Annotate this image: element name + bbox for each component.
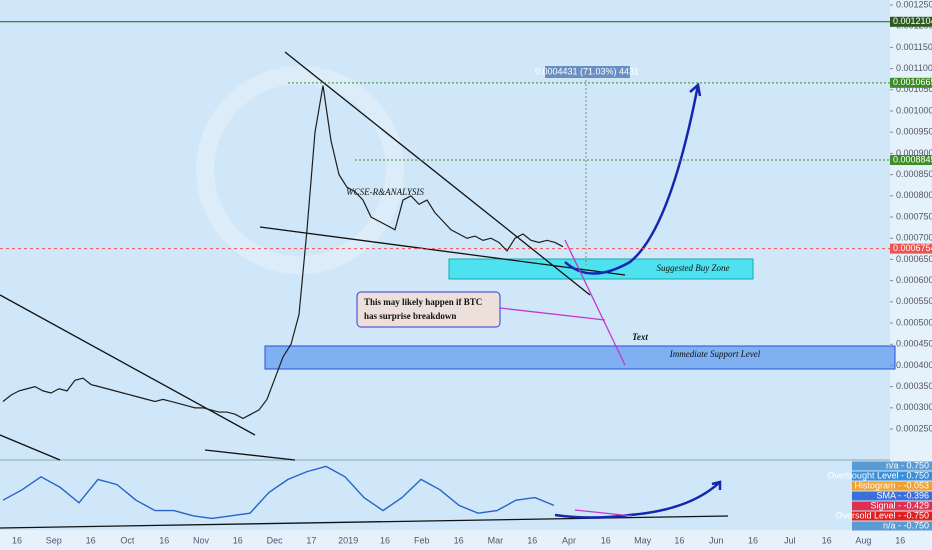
x-tick-label: 16 <box>748 535 758 545</box>
price-label-box <box>890 154 932 165</box>
breakdown-path <box>574 509 633 517</box>
callout-pointer <box>499 307 606 321</box>
x-tick-label: 16 <box>12 535 22 545</box>
price-label: 0.0006754 <box>893 243 932 253</box>
legend-label: Signal - -0.429 <box>870 500 929 510</box>
x-tick-label: 16 <box>527 535 537 545</box>
oscillator-line <box>2 465 555 520</box>
x-tick-label: Dec <box>267 535 284 545</box>
x-tick-label: 2019 <box>338 535 358 545</box>
x-tick-label: Mar <box>488 535 504 545</box>
price-label-box <box>890 243 932 254</box>
x-tick-label: 16 <box>454 535 464 545</box>
callout-box <box>356 291 501 328</box>
legend-label: SMA - -0.396 <box>876 490 929 500</box>
legend-box <box>852 511 932 521</box>
breakdown-path <box>564 239 626 366</box>
price-axis-background <box>890 0 932 550</box>
oscillator-arrow <box>554 481 721 519</box>
buy-zone-label: Suggested Buy Zone <box>657 263 730 273</box>
projection-arrow <box>564 84 700 275</box>
text-annotation: Text <box>632 332 648 342</box>
x-tick-label: Aug <box>855 535 871 545</box>
legend-box <box>852 461 932 471</box>
legend-box <box>852 491 932 501</box>
x-tick-label: Nov <box>193 535 210 545</box>
price-label: 0.0012104 <box>893 16 932 26</box>
x-tick-label: 16 <box>86 535 96 545</box>
legend-box <box>852 501 932 511</box>
legend-label: n/a - -0.750 <box>883 520 929 530</box>
legend-label: n/a - 0.750 <box>886 460 929 470</box>
x-tick-label: 16 <box>674 535 684 545</box>
price-label-box <box>890 77 932 88</box>
watermark-logo <box>196 66 404 274</box>
arrow-head <box>689 82 702 97</box>
x-tick-label: Sep <box>46 535 62 545</box>
support-label: Immediate Support Level <box>669 349 761 359</box>
support-zone <box>264 345 896 370</box>
arrow-head <box>711 480 722 490</box>
measure-box <box>545 66 630 78</box>
price-line <box>2 85 564 420</box>
legend-label: Overbought Level - 0.750 <box>827 470 929 480</box>
x-tick-label: Feb <box>414 535 430 545</box>
legend-label: Histogram - -0.053 <box>854 480 929 490</box>
trendline <box>284 51 591 296</box>
legend-label: Oversold Level - -0.750 <box>835 510 929 520</box>
trendline <box>259 226 626 276</box>
price-label: 0.0010665 <box>893 77 932 87</box>
x-tick-label: Apr <box>562 535 576 545</box>
x-tick-label: Oct <box>120 535 135 545</box>
price-label: 0.0008845 <box>893 154 932 164</box>
x-tick-label: Jul <box>784 535 796 545</box>
x-tick-label: 16 <box>601 535 611 545</box>
x-tick-label: 16 <box>380 535 390 545</box>
x-tick-label: 16 <box>233 535 243 545</box>
trendline <box>204 449 296 461</box>
trendline <box>0 434 61 461</box>
legend-box <box>852 471 932 481</box>
measure-label: 0.0004431 (71.03%) 4431 <box>535 66 639 76</box>
x-tick-label: 17 <box>306 535 316 545</box>
legend-box <box>852 521 932 531</box>
x-tick-label: May <box>634 535 652 545</box>
plot-background <box>0 0 890 530</box>
time-axis-background <box>0 530 890 550</box>
x-tick-label: 16 <box>822 535 832 545</box>
trendline <box>0 294 256 436</box>
legend-box <box>852 481 932 491</box>
callout-text: has surprise breakdown <box>364 311 456 321</box>
callout-text: This may likely happen if BTC <box>364 297 482 307</box>
x-tick-label: Jun <box>709 535 724 545</box>
price-label-box <box>890 16 932 27</box>
watermark-text: WCSE-R&ANALYSIS <box>346 187 424 197</box>
x-tick-label: 16 <box>895 535 905 545</box>
x-tick-label: 16 <box>159 535 169 545</box>
buy-zone <box>448 258 754 280</box>
